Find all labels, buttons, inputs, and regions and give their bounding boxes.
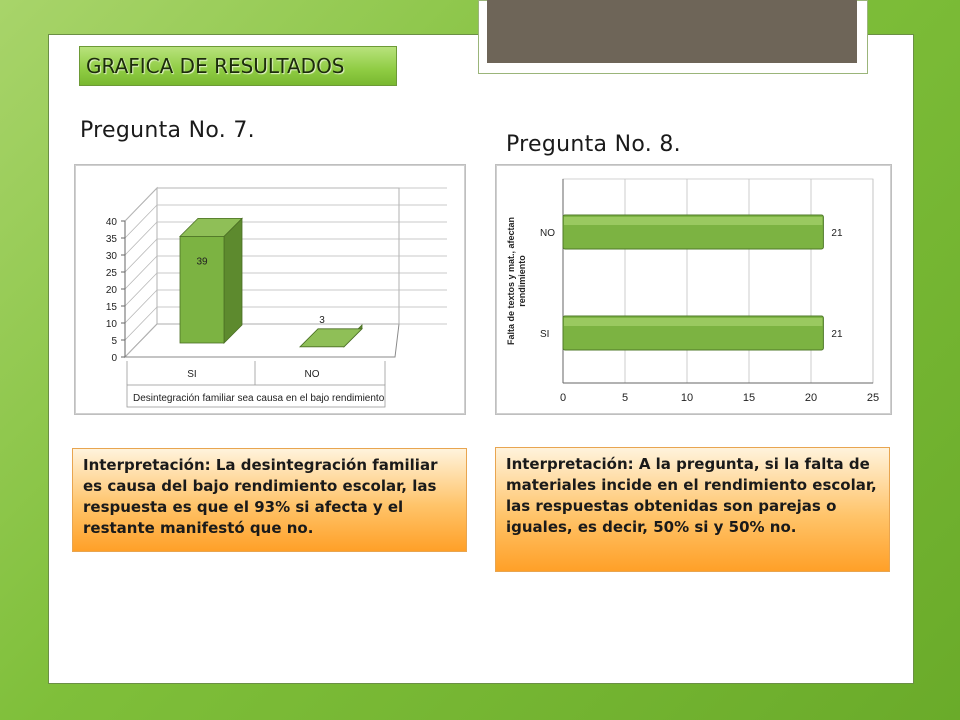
- gridline: [124, 306, 447, 341]
- x-tick-label: NO: [305, 369, 320, 380]
- y-tick-label: NO: [540, 228, 555, 239]
- plot-area: [562, 178, 874, 384]
- gridline: [124, 323, 447, 358]
- y-tick-label: 40: [106, 217, 118, 228]
- top-decorative-block: [487, 0, 857, 63]
- x-tick-label: 5: [622, 392, 628, 404]
- gridline: [124, 289, 447, 324]
- data-label: 39: [196, 256, 208, 267]
- x-axis-title-box: [126, 384, 386, 408]
- page-title: GRAFICA DE RESULTADOS: [86, 54, 345, 78]
- chart-question-8: 0 5 10 15 20 25 21 NO 21 SI Falta de textos y mat.…: [495, 164, 892, 415]
- gridline: [124, 272, 447, 307]
- chart-question-7: 0 5 10 15 20 25 30 35 40 39 SI 3 NO Desintegración fa…: [74, 164, 466, 415]
- data-label: 3: [319, 315, 325, 326]
- title-banner: GRAFICA DE RESULTADOS: [79, 46, 397, 86]
- y-tick-label: SI: [540, 329, 549, 340]
- question-7-title: Pregunta No. 7.: [80, 118, 255, 143]
- bar-highlight: [564, 318, 823, 326]
- bar-top: [299, 328, 363, 348]
- bar-side: [223, 217, 243, 344]
- bar: [179, 236, 225, 344]
- data-label: 21: [831, 228, 843, 239]
- question-8-title: Pregunta No. 8.: [506, 132, 681, 157]
- interpretation-8: Interpretación: A la pregunta, si la fal…: [495, 447, 890, 572]
- y-axis-title: Falta de textos y mat., afectan: [506, 217, 516, 345]
- y-tick-label: 0: [111, 353, 117, 364]
- gridline: [124, 221, 447, 256]
- x-tick-label: 25: [867, 392, 879, 404]
- bar-highlight: [564, 217, 823, 225]
- x-tick-label: 15: [743, 392, 755, 404]
- gridline: [124, 204, 447, 239]
- gridline: [124, 187, 447, 222]
- chart-8-svg: 0 5 10 15 20 25 21 NO 21 SI Falta de textos y mat.…: [506, 178, 879, 404]
- chart-7-svg: 0 5 10 15 20 25 30 35 40 39 SI 3 NO Desintegración fa…: [106, 186, 447, 408]
- y-tick-label: 10: [106, 319, 118, 330]
- y-tick-label: 35: [106, 234, 118, 245]
- gridline: [124, 255, 447, 290]
- gridline: [124, 238, 447, 273]
- y-tick-label: 20: [106, 285, 118, 296]
- y-tick-label: 25: [106, 268, 118, 279]
- x-tick-label: 0: [560, 392, 566, 404]
- top-decorative-frame: [478, 0, 868, 74]
- x-tick-label: SI: [187, 369, 196, 380]
- x-axis-title: Desintegración familiar sea causa en el …: [133, 393, 385, 404]
- interpretation-7: Interpretación: La desintegración famili…: [72, 448, 467, 552]
- x-tick-label: 20: [805, 392, 817, 404]
- data-label: 21: [831, 329, 843, 340]
- y-tick-label: 30: [106, 251, 118, 262]
- y-tick-label: 15: [106, 302, 118, 313]
- y-axis-title-line2: rendimiento: [517, 255, 527, 307]
- y-tick-label: 5: [111, 336, 117, 347]
- x-tick-label: 10: [681, 392, 693, 404]
